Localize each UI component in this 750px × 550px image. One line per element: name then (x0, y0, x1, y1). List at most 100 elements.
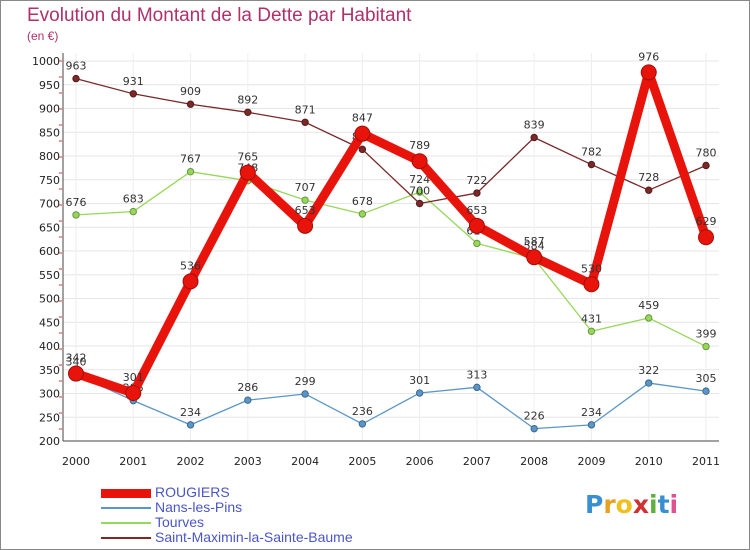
brand-letter: t (657, 490, 670, 519)
series-line (75, 373, 707, 430)
data-point (297, 217, 314, 234)
x-tick-label: 2002 (177, 455, 205, 468)
data-point (645, 186, 653, 194)
series-line (71, 67, 711, 398)
data-label: 767 (180, 153, 201, 166)
y-tick-label: 750 (39, 174, 60, 187)
data-point (702, 342, 710, 351)
brand-letter: P (585, 490, 604, 519)
legend-label: Nans-les-Pins (155, 499, 243, 515)
grid (63, 53, 719, 441)
data-point (473, 383, 481, 392)
data-point (129, 90, 137, 98)
data-point (186, 167, 195, 176)
data-label: 963 (66, 60, 87, 73)
legend-swatch (101, 522, 151, 524)
series-tourves: 676683767748707678724616584431459399 (66, 153, 717, 351)
series-nans-les-pins: 340285234286299236301313226234322305 (66, 356, 717, 433)
brand-letter: r (603, 490, 616, 519)
y-tick-label: 300 (39, 388, 60, 401)
data-label: 678 (352, 195, 373, 208)
data-point (244, 108, 252, 117)
y-tick-label: 600 (39, 245, 60, 258)
brand-letter: i (669, 490, 679, 519)
data-label: 301 (409, 374, 430, 387)
data-point (468, 217, 485, 234)
legend-label: Saint-Maximin-la-Sainte-Baume (155, 529, 353, 545)
x-tick-label: 2006 (406, 455, 434, 468)
data-point (530, 424, 538, 433)
data-label: 871 (295, 103, 316, 116)
brand-letter: i (649, 490, 658, 519)
data-point (301, 118, 309, 126)
data-point (186, 100, 195, 108)
chart-title: Evolution du Montant de la Dette par Hab… (27, 5, 412, 26)
series-saint-maximin-la-sainte-baume: 963931909892871814700722839782728780 (66, 60, 717, 208)
x-tick-label: 2004 (291, 455, 319, 468)
data-point (415, 199, 424, 208)
data-point (698, 229, 714, 246)
data-label: 340 (66, 356, 87, 369)
x-tick-label: 2010 (635, 455, 663, 468)
data-point (473, 239, 481, 248)
data-point (702, 387, 710, 395)
data-label: 536 (180, 259, 201, 272)
data-point (244, 396, 252, 404)
data-label: 931 (123, 75, 144, 88)
data-label: 431 (581, 312, 602, 325)
data-label: 301 (123, 371, 144, 384)
data-point (530, 133, 538, 142)
data-point (354, 125, 371, 142)
data-label: 629 (696, 215, 717, 228)
data-label: 234 (581, 406, 602, 419)
y-tick-label: 200 (39, 435, 60, 448)
data-label: 724 (409, 173, 430, 186)
x-tick-label: 2001 (119, 455, 147, 468)
x-tick-label: 2005 (348, 455, 376, 468)
data-label: 226 (524, 410, 545, 423)
data-label: 459 (638, 299, 659, 312)
data-label: 839 (524, 118, 545, 131)
data-label: 728 (638, 171, 659, 184)
data-point (129, 207, 137, 216)
y-tick-label: 1000 (32, 55, 60, 68)
data-point (415, 188, 424, 196)
data-label: 286 (237, 381, 258, 394)
data-point (587, 327, 596, 335)
data-point (68, 365, 84, 382)
series-rougiers: 342 301 536 765 653 847 789 653 587 530 976 629 (66, 50, 717, 402)
data-label: 676 (66, 196, 87, 209)
data-label: 722 (466, 174, 487, 187)
data-label: 305 (696, 372, 717, 385)
brand-letter: x (632, 490, 649, 519)
y-tick-label: 900 (39, 103, 60, 116)
data-point (358, 210, 367, 218)
data-point (72, 74, 80, 83)
data-point (587, 160, 596, 169)
data-label: 707 (295, 181, 316, 194)
data-point (239, 164, 256, 181)
y-tick-label: 450 (39, 316, 60, 329)
x-tick-label: 2011 (692, 455, 720, 468)
y-tick-label: 350 (39, 364, 60, 377)
legend-swatch (101, 537, 151, 539)
data-label: 399 (696, 327, 717, 340)
data-point (358, 145, 367, 154)
data-point (182, 273, 199, 290)
legend-swatch (101, 507, 151, 509)
data-point (301, 196, 309, 204)
data-point (526, 249, 543, 266)
chart-subtitle: (en €) (27, 29, 59, 43)
y-tick-label: 550 (39, 269, 60, 282)
data-label: 847 (352, 112, 373, 125)
legend-label: Tourves (155, 514, 205, 530)
data-point (301, 390, 309, 398)
data-label: 342 (66, 352, 87, 365)
data-label: 789 (409, 139, 430, 152)
y-tick-label: 400 (39, 340, 60, 353)
data-point (125, 385, 142, 402)
y-tick-label: 500 (39, 293, 60, 306)
data-label: 653 (295, 204, 316, 217)
